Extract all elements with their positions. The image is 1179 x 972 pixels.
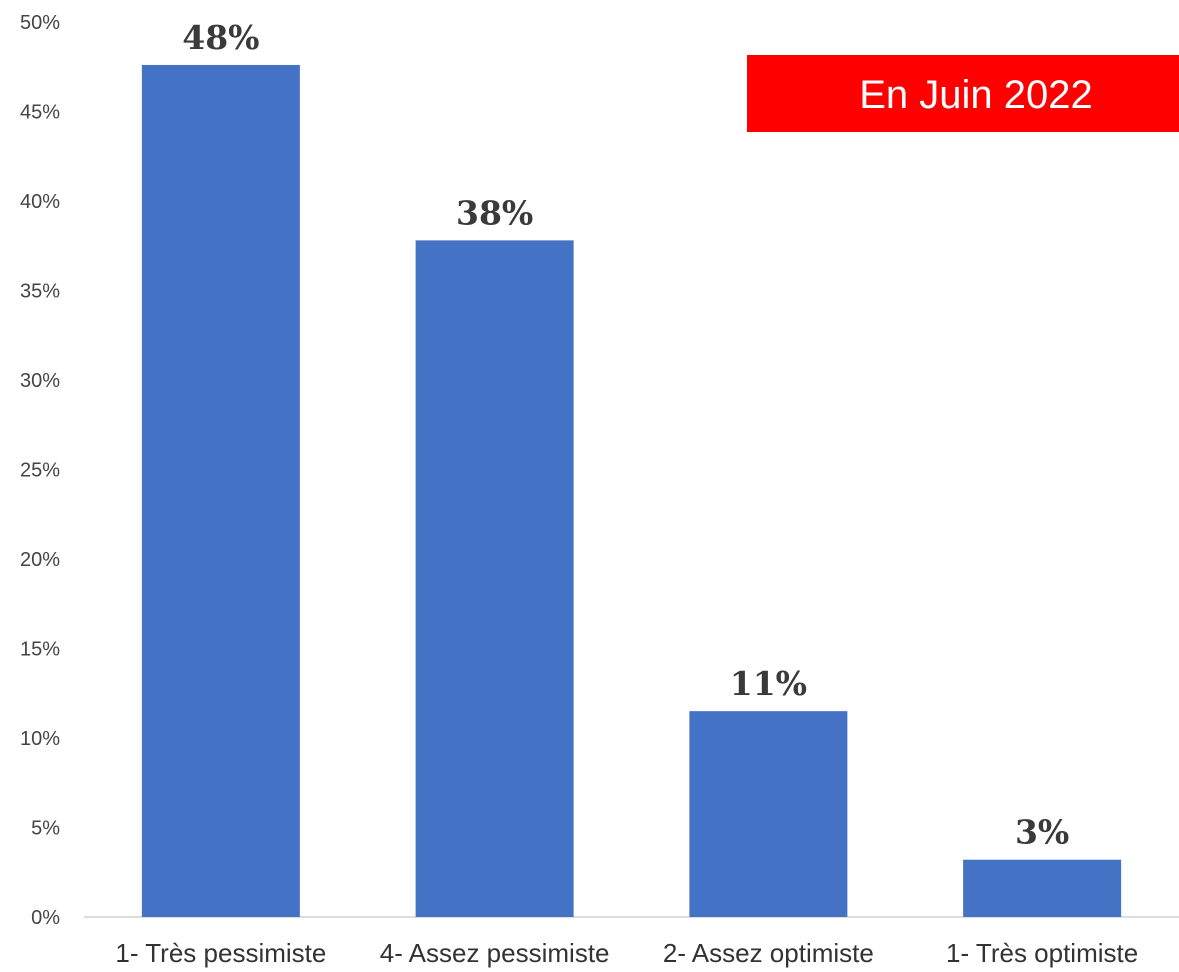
y-axis: 0% 5% 10% 15% 20% 25% 30% 35% 40% 45% 50% (20, 12, 60, 929)
x-tick-label: 1- Très pessimiste (115, 938, 326, 968)
bar (141, 64, 300, 917)
y-tick-label: 45% (20, 102, 60, 124)
banner-text: En Juin 2022 (859, 73, 1093, 117)
y-tick-label: 5% (31, 818, 60, 840)
data-label: 38% (456, 193, 533, 232)
y-tick-label: 40% (20, 191, 60, 213)
date-banner: En Juin 2022 (747, 55, 1179, 132)
banner-background (747, 55, 1179, 132)
y-tick-label: 15% (20, 639, 60, 661)
data-labels: 48% 38% 11% 3% (182, 18, 1069, 852)
bars (141, 64, 1122, 917)
y-tick-label: 30% (20, 370, 60, 392)
bar (689, 711, 848, 917)
x-tick-label: 4- Assez pessimiste (380, 938, 610, 968)
bar (415, 240, 574, 917)
y-tick-label: 25% (20, 460, 60, 482)
y-tick-label: 50% (20, 12, 60, 34)
x-axis: 1- Très pessimiste 4- Assez pessimiste 2- … (115, 938, 1138, 968)
y-tick-label: 35% (20, 281, 60, 303)
data-label: 11% (730, 664, 807, 703)
bar (963, 859, 1122, 917)
data-label: 48% (182, 18, 259, 57)
y-tick-label: 0% (31, 907, 60, 929)
x-tick-label: 1- Très optimiste (946, 938, 1138, 968)
x-tick-label: 2- Assez optimiste (663, 938, 874, 968)
y-tick-label: 10% (20, 728, 60, 750)
data-label: 3% (1015, 813, 1069, 852)
y-tick-label: 20% (20, 549, 60, 571)
